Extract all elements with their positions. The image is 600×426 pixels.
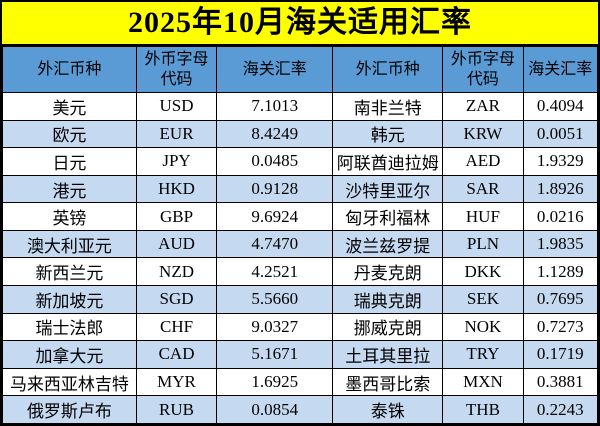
customs-rate-cell: 0.7695 bbox=[522, 285, 599, 314]
currency-code-cell: HKD bbox=[135, 174, 218, 204]
table-row: 欧元 EUR 8.4249 韩元 KRW 0.0051 bbox=[2, 119, 599, 149]
customs-rate-cell: 0.1719 bbox=[522, 340, 599, 369]
table-row: 新西兰元 NZD 4.2521 丹麦克朗 DKK 1.1289 bbox=[2, 257, 599, 287]
currency-name-cell: 阿联酋迪拉姆 bbox=[332, 147, 444, 176]
currency-name-cell: 瑞士法郎 bbox=[2, 312, 137, 342]
currency-name-cell: 美元 bbox=[2, 92, 137, 121]
currency-name-cell: 欧元 bbox=[2, 119, 137, 149]
currency-code-cell: SGD bbox=[135, 285, 218, 314]
customs-rate-cell: 0.0216 bbox=[522, 202, 599, 231]
table-row: 新加坡元 SGD 5.5660 瑞典克朗 SEK 0.7695 bbox=[2, 285, 599, 314]
col-header-currency-left: 外汇币种 bbox=[2, 46, 137, 93]
table-row: 瑞士法郎 CHF 9.0327 挪威克朗 NOK 0.7273 bbox=[2, 312, 599, 342]
currency-code-cell: JPY bbox=[135, 147, 218, 176]
currency-name-cell: 丹麦克朗 bbox=[332, 257, 444, 287]
currency-name-cell: 瑞典克朗 bbox=[332, 285, 444, 314]
col-header-currency-right: 外汇币种 bbox=[332, 46, 444, 93]
page-title: 2025年10月海关适用汇率 bbox=[2, 2, 598, 46]
currency-code-cell: MYR bbox=[135, 367, 218, 397]
table-header-row: 外汇币种 外币字母代码 海关汇率 外汇币种 外币字母代码 海关汇率 bbox=[2, 46, 599, 93]
currency-code-cell: NZD bbox=[135, 257, 218, 287]
currency-code-cell: DKK bbox=[442, 257, 524, 287]
customs-rate-cell: 0.3881 bbox=[522, 367, 599, 397]
currency-code-cell: USD bbox=[135, 92, 218, 121]
table-row: 美元 USD 7.1013 南非兰特 ZAR 0.4094 bbox=[2, 92, 599, 121]
col-header-rate-right: 海关汇率 bbox=[522, 46, 599, 93]
currency-code-cell: ZAR bbox=[442, 92, 524, 121]
currency-code-cell: CHF bbox=[135, 312, 218, 342]
customs-rate-cell: 0.9128 bbox=[216, 174, 334, 204]
table-row: 英镑 GBP 9.6924 匈牙利福林 HUF 0.0216 bbox=[2, 202, 599, 231]
table-row: 澳大利亚元 AUD 4.7470 波兰兹罗提 PLN 1.9835 bbox=[2, 229, 599, 259]
currency-code-cell: NOK bbox=[442, 312, 524, 342]
currency-code-cell: SAR bbox=[442, 174, 524, 204]
table-row: 马来西亚林吉特 MYR 1.6925 墨西哥比索 MXN 0.3881 bbox=[2, 367, 599, 397]
customs-rate-cell: 0.0485 bbox=[216, 147, 334, 176]
customs-rate-cell: 1.9329 bbox=[522, 147, 599, 176]
customs-rate-cell: 9.0327 bbox=[216, 312, 334, 342]
currency-name-cell: 马来西亚林吉特 bbox=[2, 367, 137, 397]
currency-name-cell: 英镑 bbox=[2, 202, 137, 231]
customs-rate-cell: 8.4249 bbox=[216, 119, 334, 149]
currency-code-cell: CAD bbox=[135, 340, 218, 369]
currency-name-cell: 澳大利亚元 bbox=[2, 229, 137, 259]
currency-name-cell: 加拿大元 bbox=[2, 340, 137, 369]
table-row: 加拿大元 CAD 5.1671 土耳其里拉 TRY 0.1719 bbox=[2, 340, 599, 369]
currency-code-cell: TRY bbox=[442, 340, 524, 369]
rates-table-body: 美元 USD 7.1013 南非兰特 ZAR 0.4094 欧元 EUR 8.4… bbox=[2, 92, 599, 424]
currency-name-cell: 泰铢 bbox=[332, 395, 444, 424]
currency-name-cell: 日元 bbox=[2, 147, 137, 176]
currency-name-cell: 韩元 bbox=[332, 119, 444, 149]
customs-rate-cell: 0.0051 bbox=[522, 119, 599, 149]
customs-rate-cell: 1.6925 bbox=[216, 367, 334, 397]
customs-rate-cell: 1.8926 bbox=[522, 174, 599, 204]
currency-code-cell: RUB bbox=[135, 395, 218, 424]
customs-rate-cell: 0.0854 bbox=[216, 395, 334, 424]
currency-code-cell: GBP bbox=[135, 202, 218, 231]
col-header-code-right: 外币字母代码 bbox=[442, 46, 524, 93]
table-row: 港元 HKD 0.9128 沙特里亚尔 SAR 1.8926 bbox=[2, 174, 599, 204]
currency-name-cell: 土耳其里拉 bbox=[332, 340, 444, 369]
currency-code-cell: EUR bbox=[135, 119, 218, 149]
currency-name-cell: 波兰兹罗提 bbox=[332, 229, 444, 259]
customs-rate-cell: 1.9835 bbox=[522, 229, 599, 259]
table-row: 日元 JPY 0.0485 阿联酋迪拉姆 AED 1.9329 bbox=[2, 147, 599, 176]
customs-rate-cell: 0.2243 bbox=[522, 395, 599, 424]
currency-code-cell: THB bbox=[442, 395, 524, 424]
currency-name-cell: 新加坡元 bbox=[2, 285, 137, 314]
customs-rate-cell: 0.7273 bbox=[522, 312, 599, 342]
col-header-code-left: 外币字母代码 bbox=[135, 46, 218, 93]
col-header-rate-left: 海关汇率 bbox=[216, 46, 334, 93]
currency-name-cell: 南非兰特 bbox=[332, 92, 444, 121]
currency-name-cell: 俄罗斯卢布 bbox=[2, 395, 137, 424]
currency-code-cell: KRW bbox=[442, 119, 524, 149]
currency-code-cell: MXN bbox=[442, 367, 524, 397]
rates-table: 外汇币种 外币字母代码 海关汇率 外汇币种 外币字母代码 海关汇率 美元 USD… bbox=[2, 46, 599, 424]
customs-rate-cell: 0.4094 bbox=[522, 92, 599, 121]
customs-rate-cell: 5.1671 bbox=[216, 340, 334, 369]
currency-name-cell: 沙特里亚尔 bbox=[332, 174, 444, 204]
currency-code-cell: AUD bbox=[135, 229, 218, 259]
currency-code-cell: PLN bbox=[442, 229, 524, 259]
customs-rate-cell: 5.5660 bbox=[216, 285, 334, 314]
customs-rate-cell: 9.6924 bbox=[216, 202, 334, 231]
currency-name-cell: 新西兰元 bbox=[2, 257, 137, 287]
customs-rate-cell: 7.1013 bbox=[216, 92, 334, 121]
currency-code-cell: AED bbox=[442, 147, 524, 176]
customs-rate-cell: 4.7470 bbox=[216, 229, 334, 259]
currency-code-cell: SEK bbox=[442, 285, 524, 314]
table-row: 俄罗斯卢布 RUB 0.0854 泰铢 THB 0.2243 bbox=[2, 395, 599, 424]
customs-rate-cell: 4.2521 bbox=[216, 257, 334, 287]
currency-code-cell: HUF bbox=[442, 202, 524, 231]
currency-name-cell: 墨西哥比索 bbox=[332, 367, 444, 397]
currency-name-cell: 匈牙利福林 bbox=[332, 202, 444, 231]
currency-name-cell: 港元 bbox=[2, 174, 137, 204]
currency-name-cell: 挪威克朗 bbox=[332, 312, 444, 342]
customs-rate-cell: 1.1289 bbox=[522, 257, 599, 287]
